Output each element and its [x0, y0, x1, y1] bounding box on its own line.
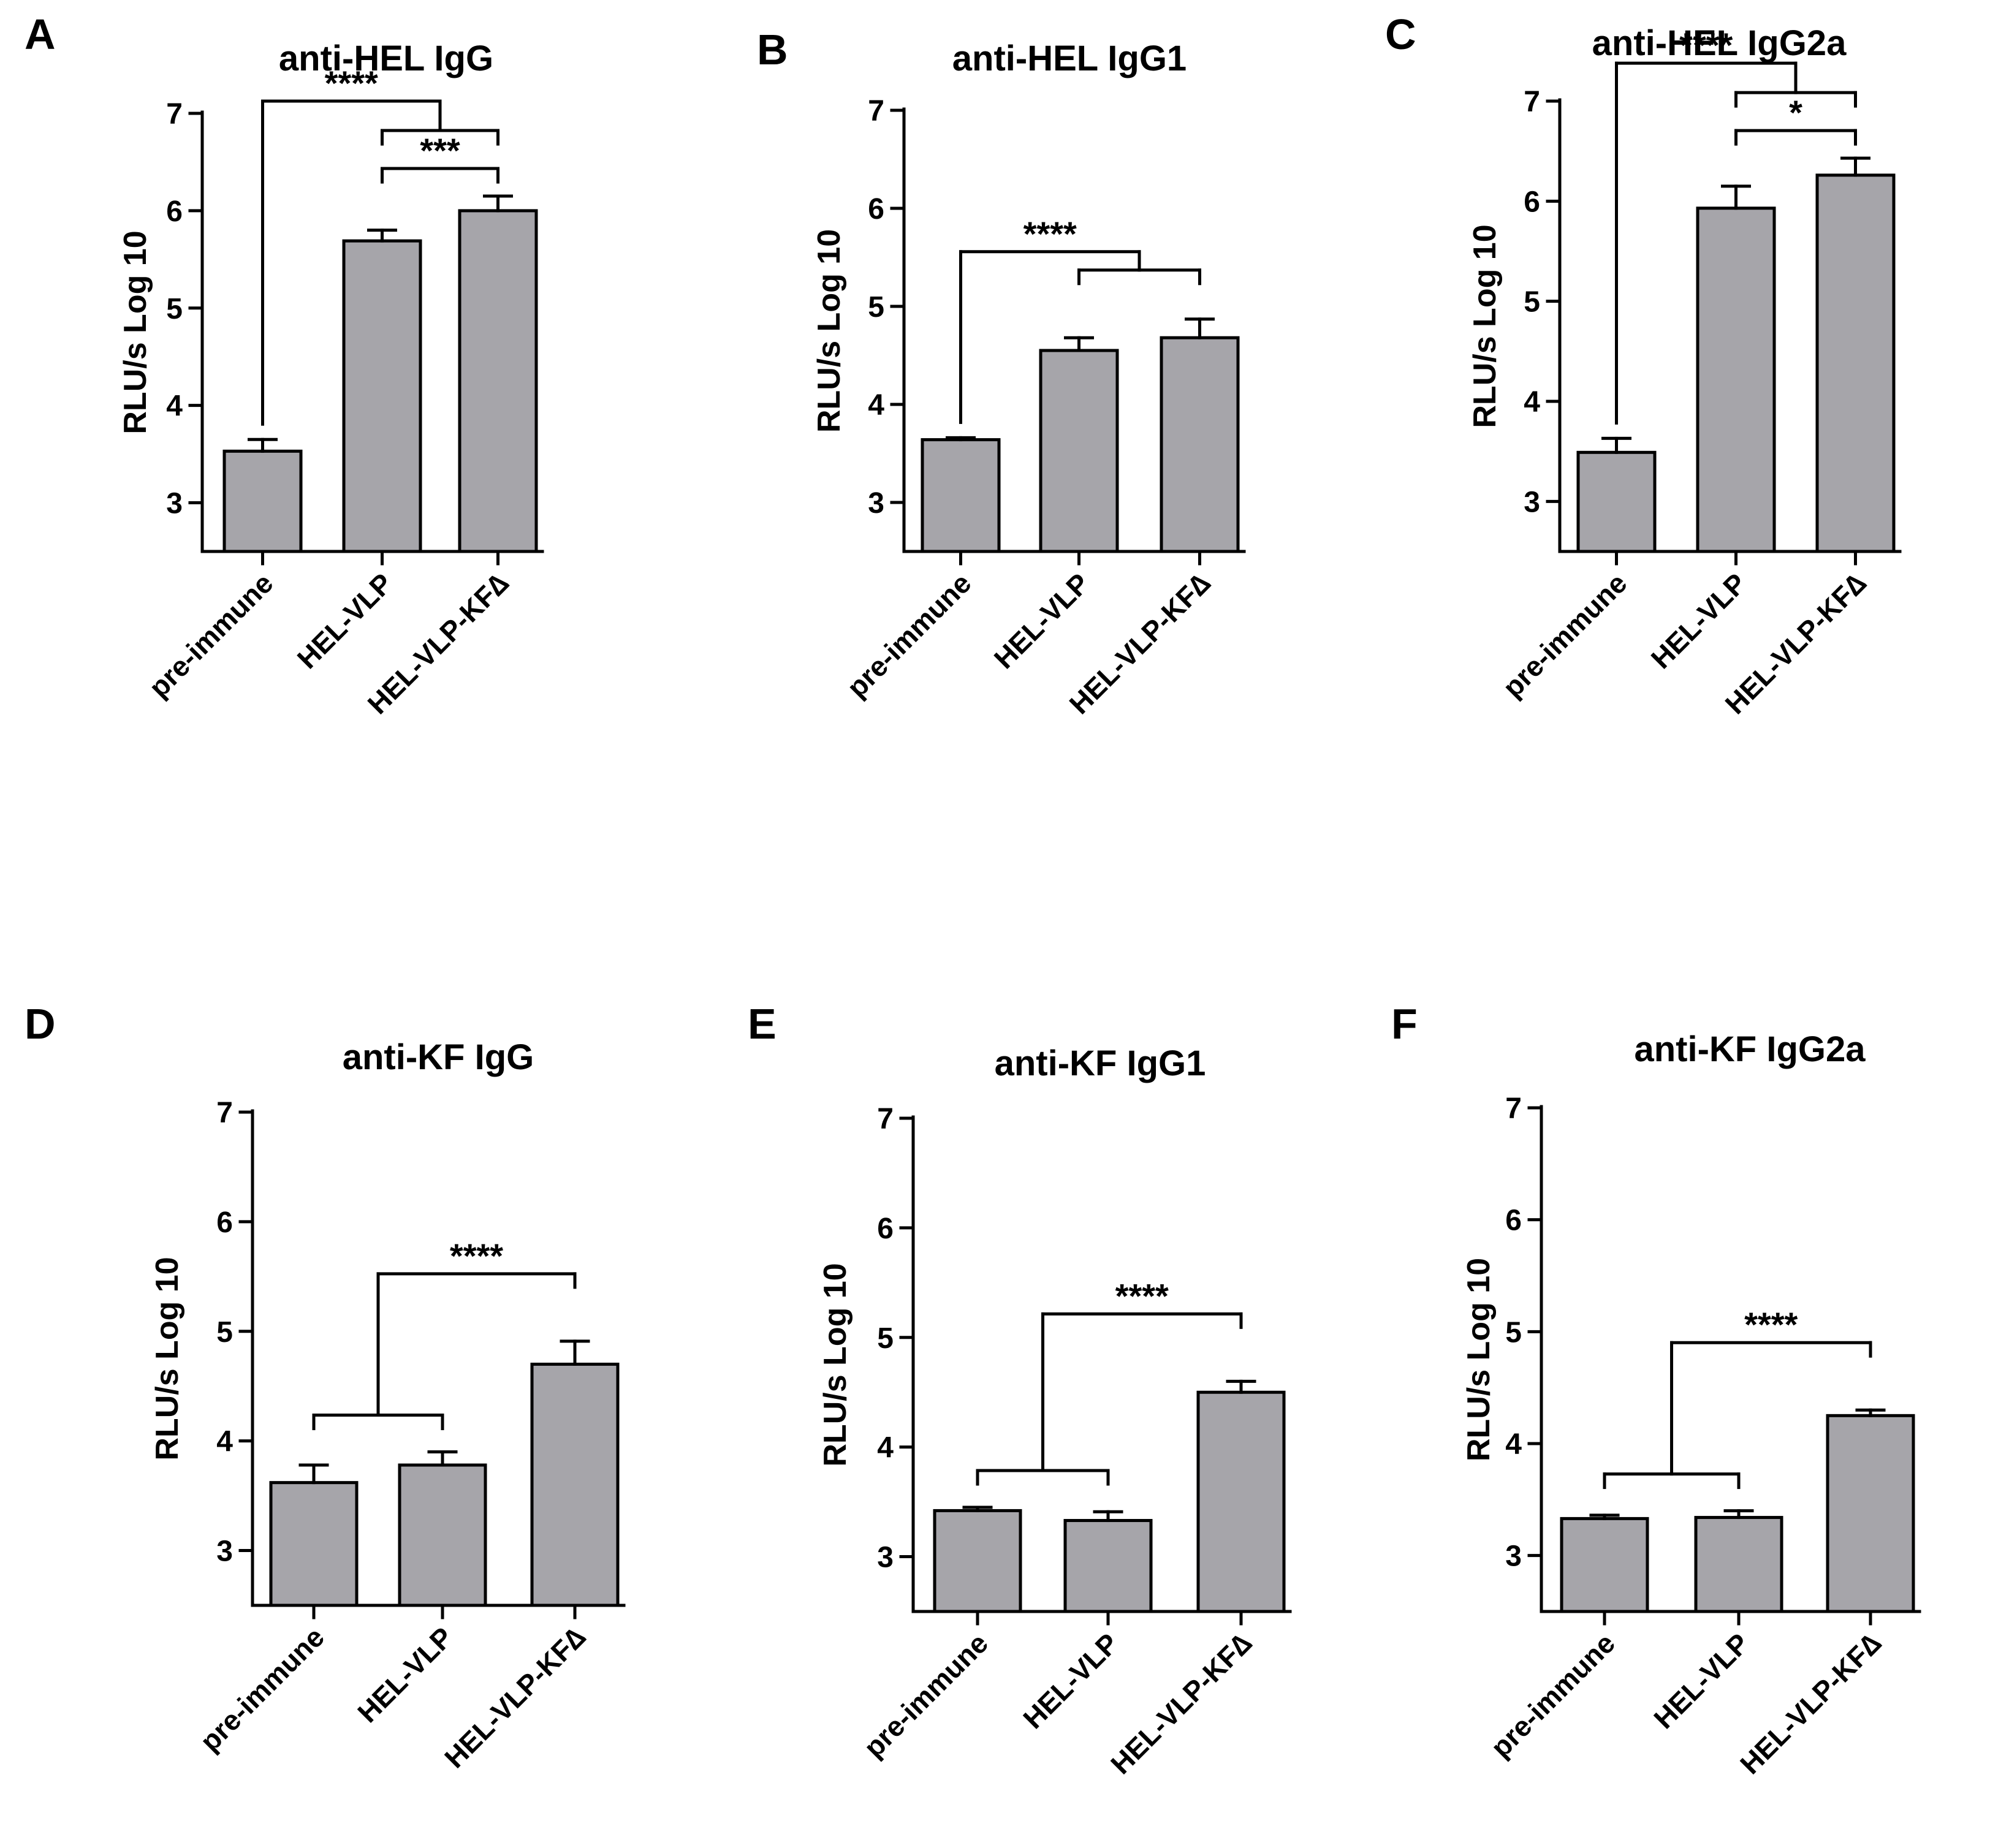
- y-tick-label: 4: [1505, 1428, 1522, 1461]
- y-axis-label: RLU/s Log 10: [150, 1257, 185, 1460]
- significance-label: ****: [325, 64, 378, 102]
- bar-hel-vlp-kf-: [1196, 1390, 1286, 1613]
- y-tick-label: 6: [166, 195, 183, 228]
- y-tick-label: 6: [216, 1206, 233, 1239]
- bar-hel-vlp-kf-: [1826, 1414, 1915, 1613]
- significance-label: ***: [420, 131, 460, 170]
- y-tick-label: 6: [877, 1213, 894, 1245]
- x-tick-label: pre-immune: [1497, 567, 1633, 703]
- bar-hel-vlp: [398, 1463, 487, 1607]
- significance-label: ****: [1744, 1305, 1798, 1344]
- panel-label: B: [757, 26, 788, 74]
- x-tick-label: pre-immune: [194, 1621, 330, 1757]
- y-tick-label: 4: [1524, 386, 1540, 418]
- y-tick-label: 7: [868, 95, 884, 127]
- x-tick-label: pre-immune: [143, 567, 279, 703]
- y-tick-label: 5: [868, 291, 884, 324]
- significance-label: *: [1789, 93, 1802, 132]
- significance-label: ****: [1115, 1276, 1169, 1315]
- x-tick-label: HEL-VLP-KF∆: [1734, 1627, 1887, 1780]
- chart-title: anti-KF IgG: [343, 1037, 534, 1077]
- y-tick-label: 6: [1505, 1205, 1522, 1237]
- x-tick-label: pre-immune: [1484, 1627, 1621, 1763]
- y-tick-label: 5: [1505, 1316, 1522, 1349]
- bar-pre-immune: [933, 1509, 1022, 1613]
- y-axis-label: RLU/s Log 10: [1467, 224, 1503, 428]
- bar-hel-vlp: [1696, 206, 1776, 553]
- significance-label: ****: [1679, 26, 1733, 64]
- bar-hel-vlp-kf-: [458, 209, 538, 553]
- y-tick-label: 3: [877, 1542, 894, 1574]
- y-tick-label: 4: [216, 1426, 233, 1458]
- y-tick-label: 6: [1524, 186, 1540, 218]
- x-tick-label: HEL-VLP-KF∆: [1104, 1627, 1258, 1780]
- bar-pre-immune: [269, 1481, 359, 1607]
- y-tick-label: 4: [877, 1432, 894, 1464]
- y-axis-label: RLU/s Log 10: [118, 230, 153, 434]
- bar-hel-vlp-kf-: [1160, 336, 1240, 553]
- panel-label: D: [25, 1000, 56, 1048]
- chart-title: anti-HEL IgG1: [952, 39, 1187, 78]
- chart-title: anti-KF IgG1: [995, 1043, 1206, 1083]
- bar-pre-immune: [921, 438, 1001, 553]
- x-tick-label: HEL-VLP: [1645, 567, 1753, 675]
- y-axis-label: RLU/s Log 10: [811, 229, 847, 433]
- y-tick-label: 4: [166, 390, 183, 423]
- x-tick-label: HEL-VLP: [351, 1621, 459, 1729]
- chart-title: anti-KF IgG2a: [1634, 1029, 1866, 1069]
- y-tick-label: 6: [868, 193, 884, 225]
- x-tick-label: HEL-VLP: [291, 567, 399, 675]
- panel-label: F: [1391, 1000, 1418, 1048]
- bar-pre-immune: [1560, 1517, 1649, 1613]
- y-tick-label: 3: [216, 1536, 233, 1568]
- y-tick-label: 3: [166, 488, 183, 520]
- chart-title: anti-HEL IgG2a: [1592, 23, 1847, 63]
- x-tick-label: HEL-VLP: [988, 567, 1096, 675]
- y-tick-label: 5: [877, 1322, 894, 1355]
- y-tick-label: 4: [868, 389, 884, 422]
- y-axis-label: RLU/s Log 10: [818, 1263, 853, 1466]
- y-tick-label: 7: [877, 1103, 894, 1135]
- x-tick-label: pre-immune: [857, 1627, 994, 1763]
- significance-label: ****: [1023, 214, 1077, 253]
- bar-pre-immune: [1576, 450, 1657, 553]
- bar-hel-vlp: [1063, 1519, 1153, 1613]
- y-tick-label: 3: [1524, 486, 1540, 518]
- panel-label: C: [1385, 10, 1416, 58]
- x-tick-label: HEL-VLP: [1017, 1627, 1125, 1735]
- y-tick-label: 3: [868, 487, 884, 520]
- y-tick-label: 7: [166, 98, 183, 131]
- significance-label: ****: [450, 1236, 503, 1275]
- y-tick-label: 7: [216, 1097, 233, 1129]
- y-tick-label: 3: [1505, 1540, 1522, 1573]
- chart-title: anti-HEL IgG: [279, 39, 493, 78]
- y-tick-label: 7: [1505, 1093, 1522, 1125]
- y-tick-label: 5: [166, 293, 183, 325]
- y-axis-label: RLU/s Log 10: [1461, 1258, 1497, 1461]
- bar-hel-vlp: [1039, 349, 1119, 553]
- bar-pre-immune: [222, 449, 303, 553]
- bar-hel-vlp-kf-: [1815, 173, 1896, 553]
- panel-label: A: [25, 10, 56, 58]
- y-tick-label: 5: [216, 1316, 233, 1349]
- x-tick-label: pre-immune: [841, 567, 978, 703]
- y-tick-label: 7: [1524, 86, 1540, 118]
- bar-hel-vlp-kf-: [530, 1362, 620, 1607]
- x-tick-label: HEL-VLP-KF∆: [438, 1621, 591, 1774]
- panel-label: E: [748, 1000, 777, 1048]
- y-tick-label: 5: [1524, 286, 1540, 319]
- bar-hel-vlp: [342, 239, 422, 553]
- x-tick-label: HEL-VLP: [1647, 1627, 1755, 1735]
- bar-hel-vlp: [1694, 1516, 1783, 1613]
